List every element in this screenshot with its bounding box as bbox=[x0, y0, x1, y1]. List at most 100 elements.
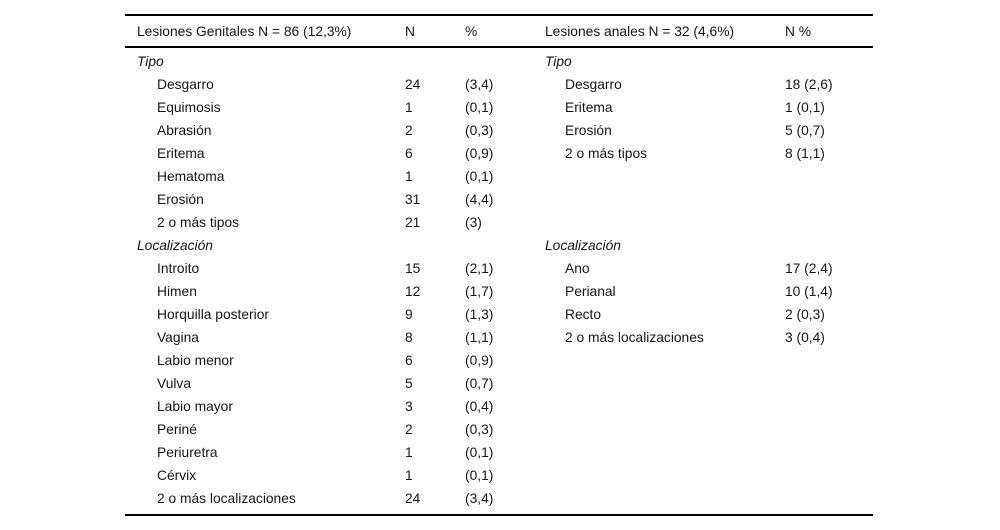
anal-n-percent-cell bbox=[785, 441, 873, 464]
anal-label-cell bbox=[545, 165, 785, 188]
genital-n-cell: 1 bbox=[405, 445, 413, 460]
anal-label-cell: Tipo bbox=[545, 54, 572, 69]
anal-n-percent-cell: 10 (1,4) bbox=[785, 284, 833, 299]
anal-label-cell: 2 o más localizaciones bbox=[565, 330, 704, 345]
genital-label-cell: Tipo bbox=[137, 54, 164, 69]
table-row: Periné 2 (0,3) bbox=[125, 418, 873, 441]
header-genital-lesions: Lesiones Genitales N = 86 (12,3%) bbox=[125, 16, 405, 48]
anal-label-cell bbox=[545, 188, 785, 211]
anal-label-cell: Erosión bbox=[565, 123, 612, 138]
genital-n-cell: 6 bbox=[405, 146, 413, 161]
anal-n-percent-cell bbox=[785, 464, 873, 487]
genital-label-cell: Hematoma bbox=[157, 169, 225, 184]
anal-n-percent-cell: 1 (0,1) bbox=[785, 100, 825, 115]
genital-label-cell: Desgarro bbox=[157, 77, 214, 92]
anal-label-cell: Ano bbox=[565, 261, 590, 276]
genital-percent-cell: (0,7) bbox=[465, 376, 494, 391]
genital-n-cell: 9 bbox=[405, 307, 413, 322]
genital-n-cell: 8 bbox=[405, 330, 413, 345]
anal-label-cell: Eritema bbox=[565, 100, 613, 115]
anal-label-cell bbox=[545, 464, 785, 487]
genital-label-cell: 2 o más tipos bbox=[157, 215, 240, 230]
genital-label-cell: Abrasión bbox=[157, 123, 212, 138]
anal-n-percent-cell: 2 (0,3) bbox=[785, 307, 825, 322]
table-row: Abrasión 2 (0,3) Erosión 5 (0,7) bbox=[125, 119, 873, 142]
table-row: Horquilla posterior 9 (1,3) Recto 2 (0,3… bbox=[125, 303, 873, 326]
anal-n-percent-cell bbox=[785, 349, 873, 372]
table-row: Vagina 8 (1,1) 2 o más localizaciones 3 … bbox=[125, 326, 873, 349]
header-n-percent-column: N % bbox=[785, 16, 873, 48]
genital-percent-cell: (4,4) bbox=[465, 192, 494, 207]
anal-label-cell: Localización bbox=[545, 238, 621, 253]
genital-percent-cell: (1,1) bbox=[465, 330, 494, 345]
genital-percent-cell: (0,1) bbox=[465, 100, 494, 115]
table-row: Himen 12 (1,7) Perianal 10 (1,4) bbox=[125, 280, 873, 303]
table-body: Tipo Tipo Desgarro 24 (3,4) Desgarro 18 … bbox=[125, 47, 873, 510]
genital-label-cell: 2 o más localizaciones bbox=[157, 491, 296, 506]
genital-n-cell bbox=[405, 234, 465, 257]
genital-percent-cell: (0,1) bbox=[465, 445, 494, 460]
genital-percent-cell bbox=[465, 234, 545, 257]
genital-label-cell: Equimosis bbox=[157, 100, 221, 115]
anal-n-percent-cell bbox=[785, 211, 873, 234]
table-row: Eritema 6 (0,9) 2 o más tipos 8 (1,1) bbox=[125, 142, 873, 165]
genital-label-cell: Vagina bbox=[157, 330, 199, 345]
anal-label-cell: Desgarro bbox=[565, 77, 622, 92]
header-anal-lesions: Lesiones anales N = 32 (4,6%) bbox=[545, 16, 785, 48]
genital-n-cell: 1 bbox=[405, 468, 413, 483]
anal-label-cell bbox=[545, 441, 785, 464]
genital-label-cell: Periné bbox=[157, 422, 197, 437]
genital-percent-cell: (2,1) bbox=[465, 261, 494, 276]
genital-label-cell: Labio menor bbox=[157, 353, 234, 368]
genital-n-cell: 2 bbox=[405, 123, 413, 138]
genital-percent-cell: (0,3) bbox=[465, 123, 494, 138]
genital-n-cell: 12 bbox=[405, 284, 421, 299]
table-row: Labio menor 6 (0,9) bbox=[125, 349, 873, 372]
genital-n-cell: 5 bbox=[405, 376, 413, 391]
table-row: Hematoma 1 (0,1) bbox=[125, 165, 873, 188]
table-row: 2 o más tipos 21 (3) bbox=[125, 211, 873, 234]
header-row: Lesiones Genitales N = 86 (12,3%) N % Le… bbox=[125, 16, 873, 48]
genital-percent-cell: (3) bbox=[465, 215, 482, 230]
anal-n-percent-cell bbox=[785, 47, 873, 73]
genital-percent-cell bbox=[465, 47, 545, 73]
genital-n-cell: 3 bbox=[405, 399, 413, 414]
genital-percent-cell: (0,9) bbox=[465, 146, 494, 161]
anal-n-percent-cell bbox=[785, 395, 873, 418]
anal-n-percent-cell: 3 (0,4) bbox=[785, 330, 825, 345]
genital-label-cell: Introito bbox=[157, 261, 200, 276]
table-row: 2 o más localizaciones 24 (3,4) bbox=[125, 487, 873, 510]
anal-label-cell: Recto bbox=[565, 307, 602, 322]
genital-percent-cell: (0,4) bbox=[465, 399, 494, 414]
genital-percent-cell: (1,7) bbox=[465, 284, 494, 299]
anal-n-percent-cell: 17 (2,4) bbox=[785, 261, 833, 276]
genital-label-cell: Horquilla posterior bbox=[157, 307, 269, 322]
genital-n-cell bbox=[405, 47, 465, 73]
genital-percent-cell: (0,1) bbox=[465, 169, 494, 184]
anal-n-percent-cell: 5 (0,7) bbox=[785, 123, 825, 138]
anal-label-cell: Perianal bbox=[565, 284, 616, 299]
genital-label-cell: Cérvix bbox=[157, 468, 197, 483]
anal-n-percent-cell bbox=[785, 418, 873, 441]
header-n-column: N bbox=[405, 16, 465, 48]
anal-label-cell bbox=[545, 395, 785, 418]
table-row: Equimosis 1 (0,1) Eritema 1 (0,1) bbox=[125, 96, 873, 119]
genital-label-cell: Himen bbox=[157, 284, 197, 299]
genital-percent-cell: (0,9) bbox=[465, 353, 494, 368]
genital-label-cell: Localización bbox=[137, 238, 213, 253]
genital-n-cell: 24 bbox=[405, 77, 421, 92]
genital-n-cell: 21 bbox=[405, 215, 421, 230]
anal-n-percent-cell bbox=[785, 372, 873, 395]
genital-percent-cell: (1,3) bbox=[465, 307, 494, 322]
anal-label-cell: 2 o más tipos bbox=[565, 146, 648, 161]
table-row: Labio mayor 3 (0,4) bbox=[125, 395, 873, 418]
genital-label-cell: Vulva bbox=[157, 376, 192, 391]
genital-n-cell: 1 bbox=[405, 169, 413, 184]
genital-percent-cell: (3,4) bbox=[465, 77, 494, 92]
header-percent-column: % bbox=[465, 16, 545, 48]
anal-n-percent-cell: 18 (2,6) bbox=[785, 77, 833, 92]
anal-label-cell bbox=[545, 487, 785, 510]
anal-label-cell bbox=[545, 372, 785, 395]
anal-label-cell bbox=[545, 418, 785, 441]
